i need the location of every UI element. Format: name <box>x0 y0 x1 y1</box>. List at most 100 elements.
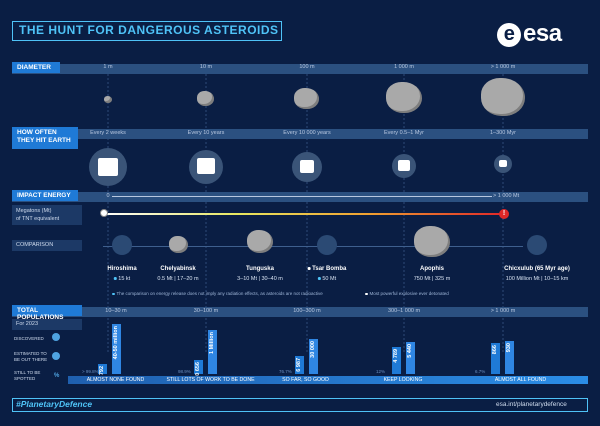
status-label: ALMOST NONE FOUND <box>86 377 145 383</box>
esa-logo-mark-icon: e <box>497 22 521 47</box>
estimated-icon <box>52 352 60 360</box>
population-range: 30–100 m <box>193 308 219 314</box>
diameter-tick: 10 m <box>199 64 213 70</box>
energy-arrow <box>112 196 492 197</box>
comparison-line <box>103 246 523 247</box>
bar-discovered <box>491 343 500 374</box>
energy-unit-line2: of TNT equivalent <box>16 216 60 222</box>
energy-start: 0 <box>106 193 110 199</box>
status-label: SO FAR, SO GOOD <box>282 377 329 383</box>
population-range: 10–30 m <box>105 308 127 314</box>
comparison-detail: 50 Mt <box>317 276 336 282</box>
diameter-tick: 100 m <box>299 64 315 70</box>
crater-chicxulub-icon <box>527 235 547 255</box>
energy-unit: Megatons (Mt) of TNT equivalent <box>12 205 82 225</box>
esa-logo-text: esa <box>523 20 562 47</box>
comparison-detail: 750 Mt | 325 m <box>413 276 451 282</box>
bar-estimated-value: 930 <box>506 343 512 353</box>
frequency-tick: 1–300 Myr <box>490 130 516 136</box>
frequency-tick: Every 2 weeks <box>90 130 126 136</box>
comparison-name: Tsar Bomba <box>307 266 346 272</box>
energy-start-marker <box>100 209 108 217</box>
bomb-hiroshima-icon <box>112 235 132 255</box>
discovered-icon <box>52 333 60 341</box>
guide-lines <box>107 74 504 354</box>
populations-axis <box>12 307 588 317</box>
population-range: > 1 000 m <box>490 308 516 314</box>
still-to-spot-percent: 98.9% <box>178 369 191 374</box>
bar-discovered <box>98 364 107 374</box>
comparison-detail: 0.5 Mt | 17–20 m <box>157 276 199 282</box>
bar-estimated <box>112 324 121 374</box>
comparison-detail: 15 kt <box>113 276 130 282</box>
frequency-tick: Every 0.5–1 Myr <box>383 130 425 136</box>
frequency-tick: Every 10 000 years <box>283 130 331 136</box>
asteroid-100m-icon <box>294 88 319 109</box>
energy-gradient-bar <box>103 213 503 215</box>
calendar-2weeks-icon <box>89 148 127 186</box>
diameter-tick: > 1 000 m <box>490 64 516 70</box>
calendar-10years-icon <box>189 150 223 184</box>
asteroid-1000m-icon <box>386 82 422 113</box>
row-label-spotted: STILL TO BE SPOTTED <box>14 370 41 381</box>
energy-end: > 1 000 Mt <box>493 193 520 199</box>
comparison-detail: 3–10 Mt | 30–40 m <box>237 276 283 282</box>
energy-unit-line1: Megatons (Mt) <box>16 208 52 214</box>
page-title: THE HUNT FOR DANGEROUS ASTEROIDS <box>19 23 279 37</box>
comparison-name: Tunguska <box>246 266 274 272</box>
page-title-box: THE HUNT FOR DANGEROUS ASTEROIDS <box>12 21 282 41</box>
asteroid-1m-icon <box>104 96 112 103</box>
population-range: 300–1 000 m <box>387 308 421 314</box>
energy-warning-icon: ! <box>499 209 509 219</box>
bar-estimated <box>208 330 217 374</box>
diameter-axis <box>12 64 588 74</box>
comparison-name: Chelyabinsk <box>160 266 196 272</box>
bar-estimated-value: 30 000 <box>310 341 316 358</box>
bar-estimated-value: 40-50 million <box>113 326 119 360</box>
frequency-axis <box>12 129 588 139</box>
comparison-note: The comparison on energy release does no… <box>112 291 323 296</box>
bar-discovered-value: 866 <box>492 345 498 355</box>
row-label-estimated: ESTIMATED TO BE OUT THERE <box>14 351 48 362</box>
bar-estimated <box>406 342 415 374</box>
bar-estimated <box>309 339 318 374</box>
population-range: 100–300 m <box>293 308 321 314</box>
comparison-label: COMPARISON <box>12 240 82 251</box>
calendar-10000years-icon <box>292 152 322 182</box>
bomb-tsar-icon <box>317 235 337 255</box>
bar-discovered-value: 4 789 <box>393 349 399 363</box>
footer-hashtag[interactable]: #PlanetaryDefence <box>16 399 93 409</box>
diameter-tick: 1 m <box>103 64 113 70</box>
frequency-label-line1: HOW OFTEN <box>17 129 57 136</box>
comparison-detail: 100 Million Mt | 10–15 km <box>505 276 569 282</box>
esa-logo: e esa <box>497 20 562 48</box>
status-label: STILL LOTS OF WORK TO BE DONE <box>166 377 255 383</box>
calendar-1-300myr-icon <box>494 155 512 173</box>
still-to-spot-percent: 12% <box>376 369 386 374</box>
row-label-discovered: DISCOVERED <box>14 336 44 341</box>
percent-icon: % <box>54 373 60 379</box>
diameter-label: DIAMETER <box>12 62 60 73</box>
energy-label: IMPACT ENERGY <box>12 190 78 201</box>
asteroid-10m-icon <box>197 91 214 106</box>
bar-discovered-value: 6 987 <box>296 358 302 372</box>
frequency-tick: Every 10 years <box>187 130 225 136</box>
status-stripe <box>68 376 588 384</box>
asteroid-large-icon <box>481 78 525 116</box>
calendar-0.5myr-icon <box>392 154 416 178</box>
still-to-spot-percent: 6.7% <box>475 369 486 374</box>
still-to-spot-percent: 76.7% <box>279 369 292 374</box>
footer-url[interactable]: esa.int/planetarydefence <box>496 401 567 408</box>
diameter-tick: 1 000 m <box>394 64 414 70</box>
bar-estimated <box>505 341 514 374</box>
footer-bar <box>12 398 588 412</box>
comparison-name: Hiroshima <box>107 266 137 272</box>
bar-estimated-value: 1 Million <box>209 332 215 354</box>
frequency-label: HOW OFTEN THEY HIT EARTH <box>12 127 78 149</box>
bar-discovered <box>194 360 203 374</box>
populations-year: For 2023 <box>12 319 82 330</box>
populations-label: TOTAL POPULATIONS <box>12 305 82 321</box>
status-label: KEEP LOOKING <box>383 377 423 383</box>
frequency-label-line2: THEY HIT EARTH <box>17 137 71 144</box>
comparison-name: Chicxulub (65 Myr age) <box>504 266 570 272</box>
